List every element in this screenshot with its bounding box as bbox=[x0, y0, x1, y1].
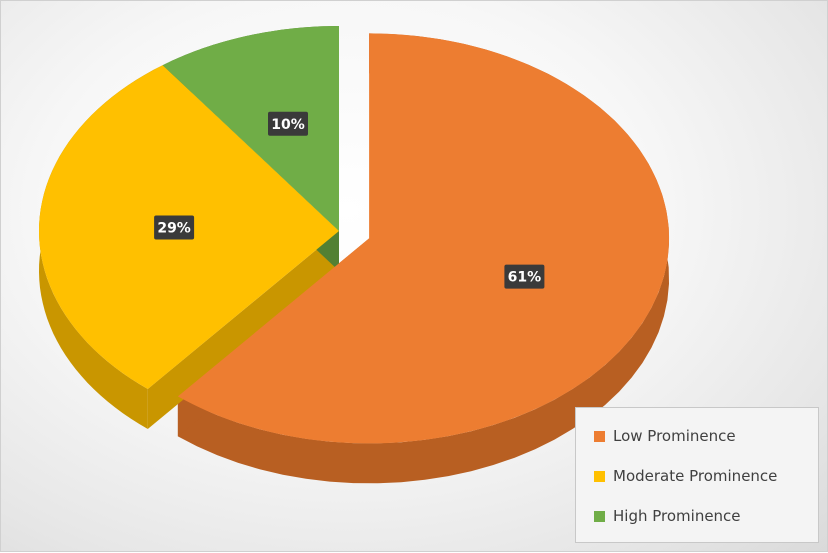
pie-slice-low bbox=[177, 33, 670, 444]
data-label-bg-low bbox=[504, 264, 545, 289]
pie-rim-low bbox=[177, 33, 669, 484]
data-label-moderate: 29% bbox=[157, 221, 191, 237]
legend-swatch-high bbox=[594, 510, 605, 522]
pie-side-moderate-start bbox=[147, 231, 339, 429]
data-label-low: 61% bbox=[508, 270, 542, 286]
legend-label-high: High Prominence bbox=[613, 507, 741, 525]
data-label-bg-high bbox=[268, 111, 308, 136]
legend-entry-low: Low Prominence bbox=[576, 416, 818, 456]
legend-label-low: Low Prominence bbox=[613, 427, 736, 445]
data-label-high: 10% bbox=[271, 117, 305, 133]
legend-entry-high: High Prominence bbox=[576, 496, 818, 536]
legend-swatch-low bbox=[594, 430, 605, 442]
legend: Low Prominence Moderate Prominence High … bbox=[575, 407, 819, 543]
pie-slice-high bbox=[162, 26, 339, 231]
data-label-bg-moderate bbox=[154, 215, 195, 240]
legend-entry-moderate: Moderate Prominence bbox=[576, 456, 818, 496]
legend-label-moderate: Moderate Prominence bbox=[613, 467, 778, 485]
legend-swatch-moderate bbox=[594, 470, 605, 482]
